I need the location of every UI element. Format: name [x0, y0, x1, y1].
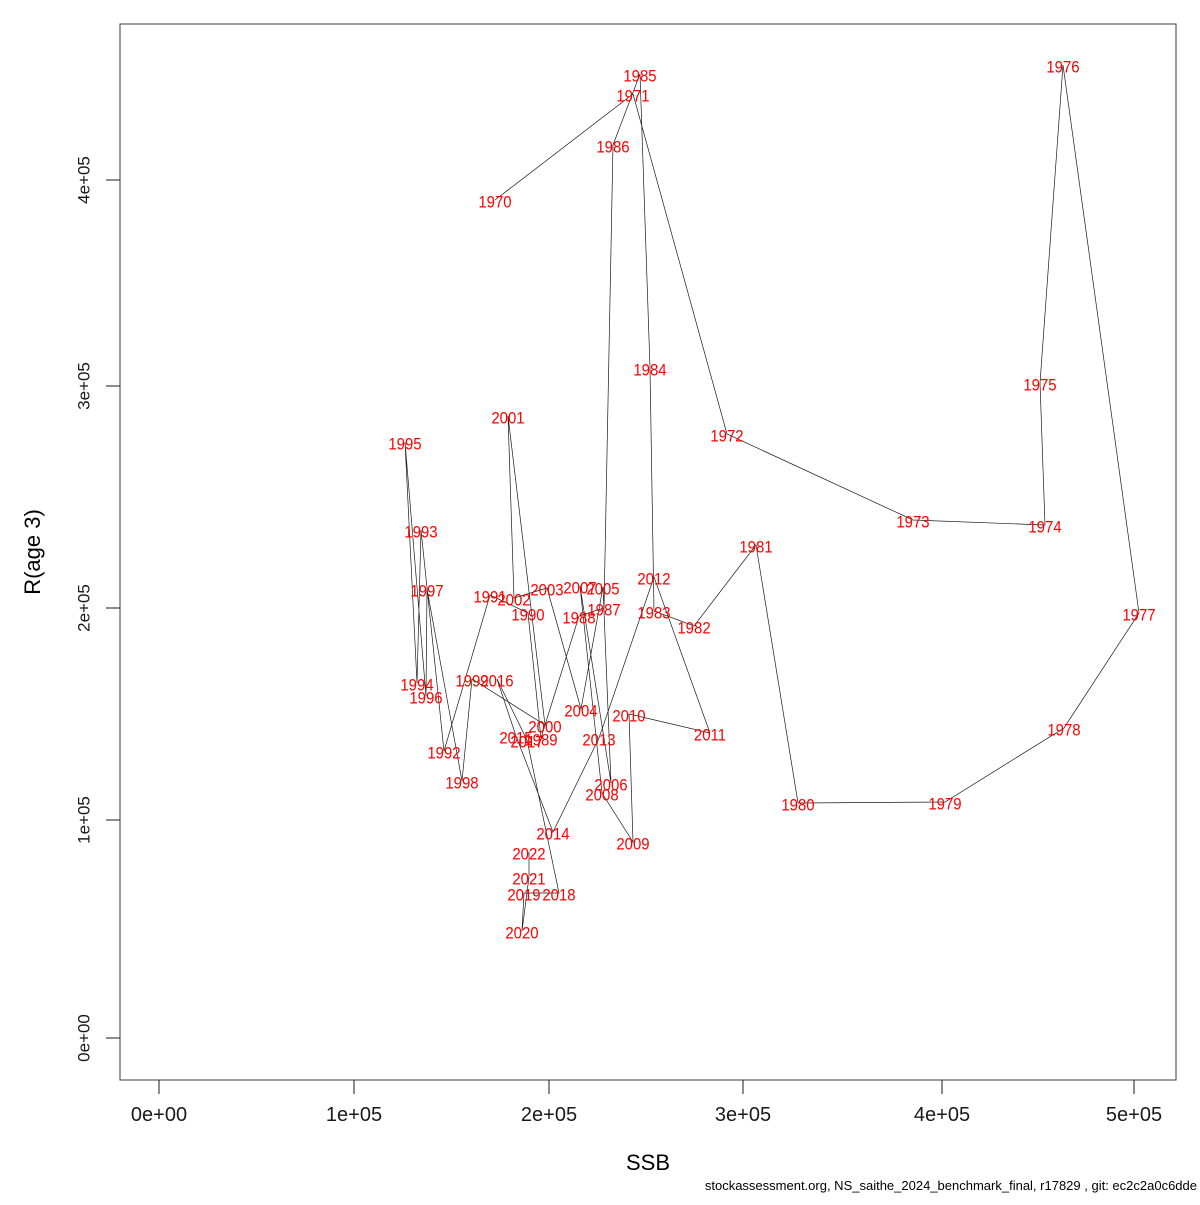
svg-text:1981: 1981 [739, 539, 772, 557]
svg-text:stockassessment.org, NS_saithe: stockassessment.org, NS_saithe_2024_benc… [705, 1178, 1197, 1193]
svg-text:2012: 2012 [637, 571, 670, 589]
svg-text:2e+05: 2e+05 [74, 584, 93, 632]
svg-text:4e+05: 4e+05 [914, 1104, 970, 1126]
svg-text:2009: 2009 [616, 836, 649, 854]
svg-text:3e+05: 3e+05 [715, 1104, 771, 1126]
svg-text:1986: 1986 [596, 139, 629, 157]
svg-text:2016: 2016 [480, 673, 513, 691]
svg-text:1985: 1985 [623, 68, 656, 86]
svg-text:1e+05: 1e+05 [326, 1104, 382, 1126]
svg-text:2013: 2013 [582, 732, 615, 750]
svg-text:2017: 2017 [510, 734, 543, 752]
svg-text:1972: 1972 [710, 428, 743, 446]
svg-text:1979: 1979 [928, 796, 961, 814]
svg-text:1983: 1983 [637, 605, 670, 623]
svg-text:1977: 1977 [1122, 607, 1155, 625]
svg-text:1988: 1988 [562, 610, 595, 628]
svg-text:1998: 1998 [445, 775, 478, 793]
svg-text:2001: 2001 [491, 410, 524, 428]
svg-text:2018: 2018 [542, 887, 575, 905]
svg-text:3e+05: 3e+05 [74, 362, 93, 410]
svg-text:1973: 1973 [896, 514, 929, 532]
svg-text:1974: 1974 [1028, 519, 1061, 537]
svg-text:2008: 2008 [585, 787, 618, 805]
svg-text:1984: 1984 [633, 362, 666, 380]
svg-text:1970: 1970 [478, 194, 511, 212]
svg-text:SSB: SSB [626, 1150, 670, 1175]
svg-text:2007: 2007 [563, 580, 596, 598]
svg-text:2014: 2014 [536, 826, 569, 844]
svg-text:2010: 2010 [612, 708, 645, 726]
svg-text:2002: 2002 [497, 592, 530, 610]
svg-text:2011: 2011 [694, 727, 726, 745]
svg-text:2003: 2003 [530, 582, 563, 600]
svg-text:2019: 2019 [507, 887, 540, 905]
svg-text:2004: 2004 [564, 703, 597, 721]
svg-text:4e+05: 4e+05 [74, 156, 93, 204]
svg-text:5e+05: 5e+05 [1106, 1104, 1162, 1126]
svg-text:1996: 1996 [409, 690, 442, 708]
svg-text:1982: 1982 [677, 620, 710, 638]
svg-text:2022: 2022 [512, 846, 545, 864]
svg-text:1980: 1980 [781, 797, 814, 815]
svg-text:2021: 2021 [512, 871, 545, 889]
svg-text:1e+05: 1e+05 [74, 796, 93, 844]
svg-text:1995: 1995 [388, 436, 421, 454]
svg-text:1993: 1993 [404, 524, 437, 542]
svg-text:R(age 3): R(age 3) [20, 509, 45, 595]
svg-text:1997: 1997 [410, 583, 443, 601]
svg-text:1992: 1992 [427, 745, 460, 763]
svg-text:2e+05: 2e+05 [521, 1104, 577, 1126]
svg-text:2020: 2020 [505, 925, 538, 943]
svg-text:1978: 1978 [1047, 722, 1080, 740]
svg-text:1976: 1976 [1046, 59, 1079, 77]
svg-text:1975: 1975 [1023, 377, 1056, 395]
svg-text:0e+00: 0e+00 [131, 1104, 187, 1126]
svg-text:0e+00: 0e+00 [74, 1014, 93, 1062]
svg-text:1971: 1971 [616, 88, 649, 106]
